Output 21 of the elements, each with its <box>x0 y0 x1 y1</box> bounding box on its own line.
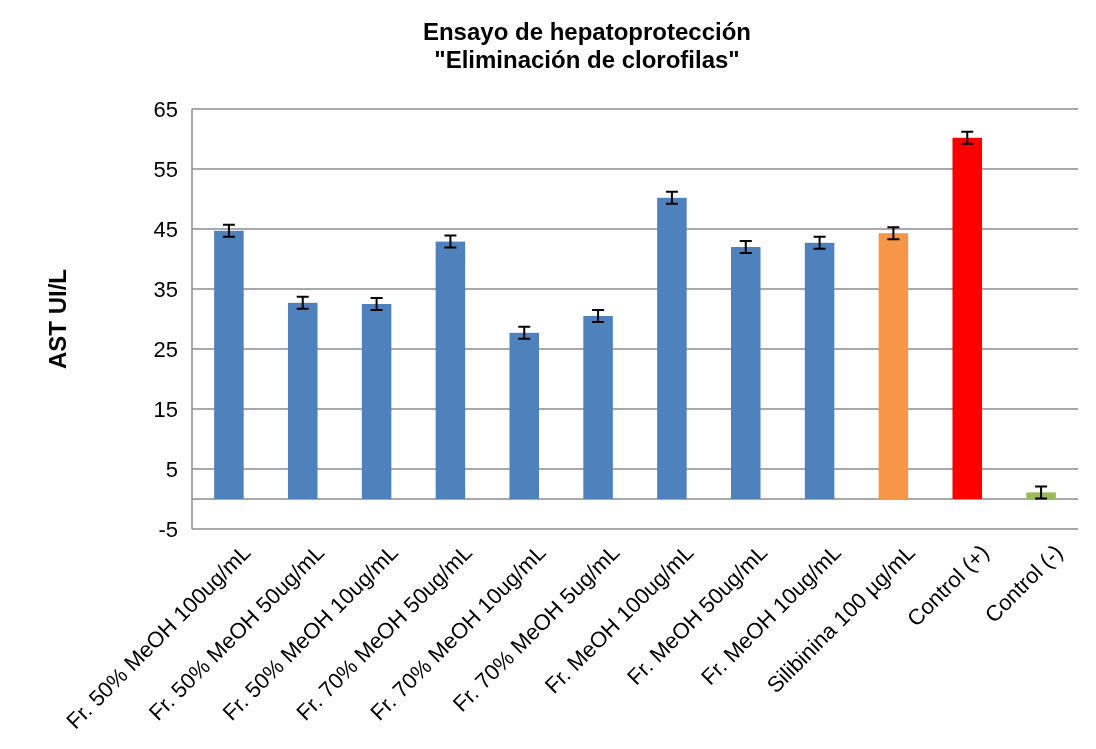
bar <box>583 316 613 499</box>
bar <box>287 302 318 499</box>
bar <box>657 197 687 499</box>
bar <box>361 304 392 499</box>
y-axis-title: AST UI/L <box>44 269 71 369</box>
bar <box>730 247 761 499</box>
y-tick-label: 65 <box>153 96 178 122</box>
y-tick-label: 35 <box>153 276 178 302</box>
bar <box>804 242 835 499</box>
y-tick-label: 15 <box>153 396 178 422</box>
y-tick-label: 55 <box>153 156 178 182</box>
y-tick-label: 45 <box>153 216 178 242</box>
y-tick-label: 5 <box>165 456 178 482</box>
bar <box>509 332 540 499</box>
bar <box>435 241 466 499</box>
bar <box>214 230 244 499</box>
y-tick-label: -5 <box>158 516 178 542</box>
y-tick-label: 25 <box>153 336 178 362</box>
bar <box>878 233 909 499</box>
bar <box>952 137 983 499</box>
chart-title: Ensayo de hepatoprotección "Eliminación de clorofilas" <box>422 18 752 73</box>
